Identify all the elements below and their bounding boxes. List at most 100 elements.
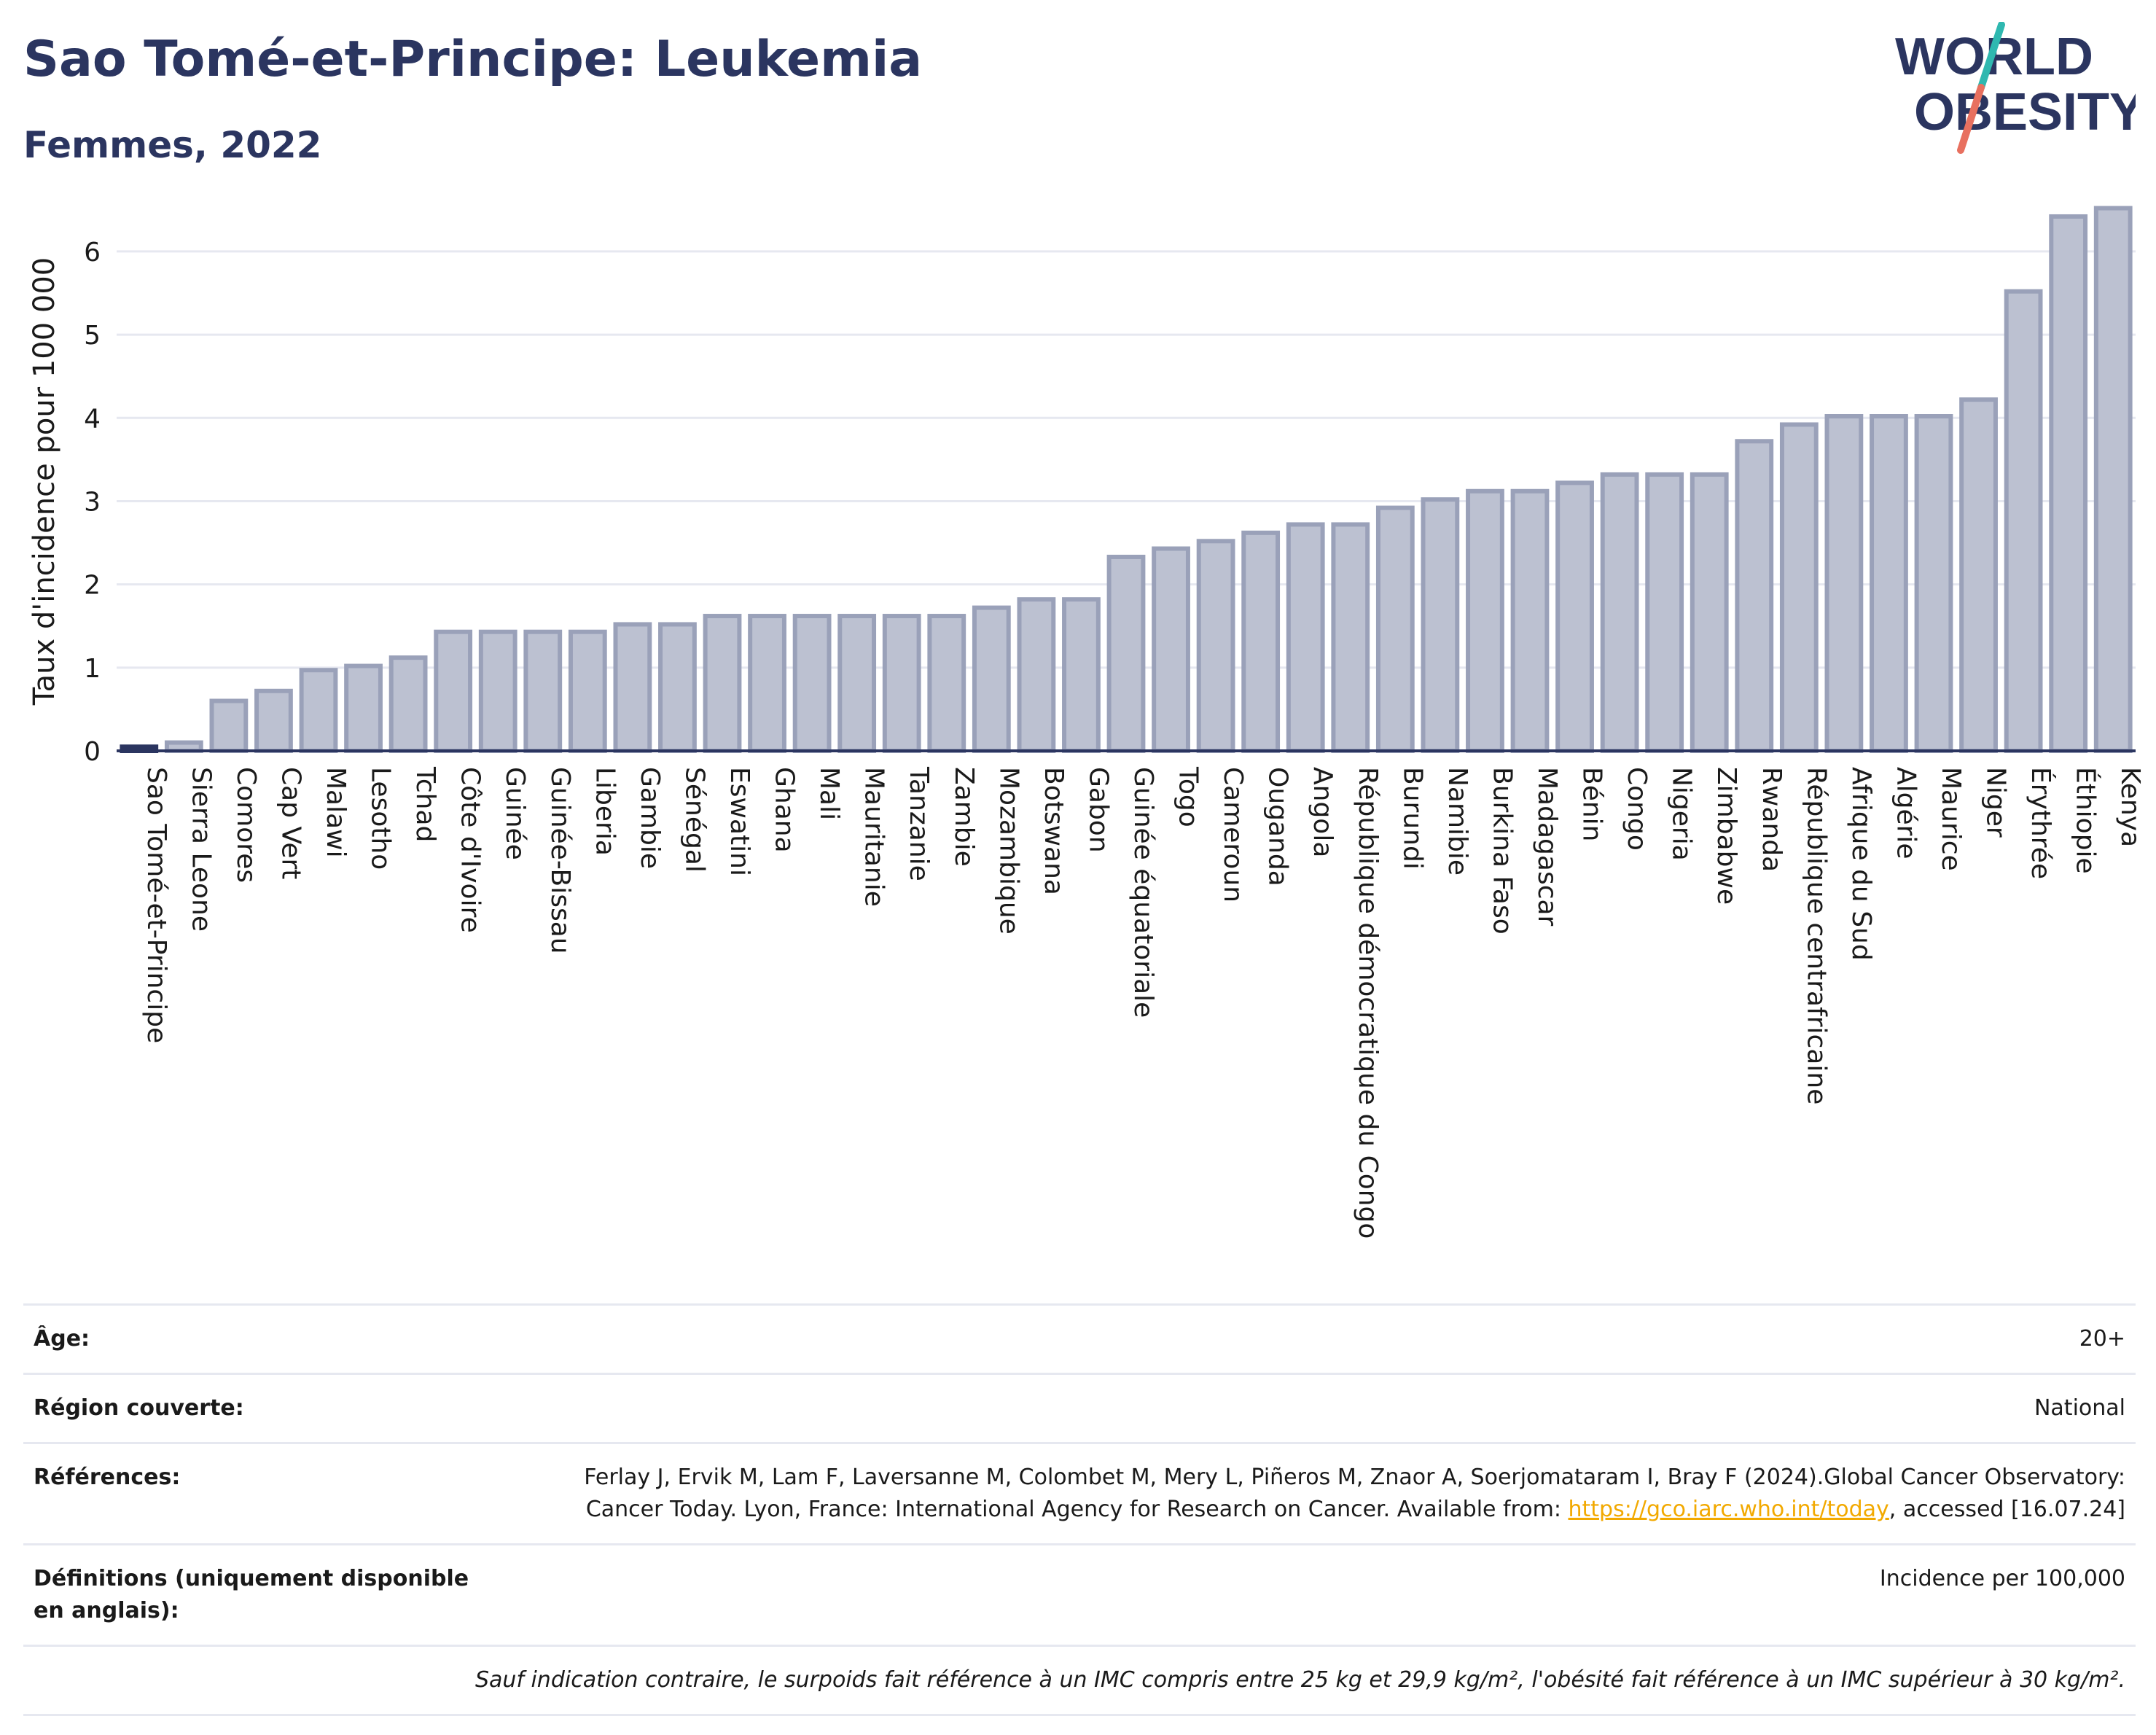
bar[interactable]	[209, 698, 249, 754]
chart-title: Sao Tomé-et-Principe: Leukemia	[23, 31, 923, 88]
bar[interactable]	[1241, 530, 1281, 754]
x-tick-label: Madagascar	[1532, 767, 1562, 927]
refs-text-2: , accessed [16.07.24]	[1889, 1497, 2125, 1522]
meta-age-label: Âge:	[23, 1303, 510, 1374]
bars	[120, 206, 2133, 754]
y-tick-label: 3	[84, 487, 101, 517]
meta-row-age: Âge: 20+	[23, 1303, 2136, 1374]
bar[interactable]	[882, 614, 921, 753]
x-tick-label: Sao Tomé-et-Principe	[141, 767, 171, 1043]
bar[interactable]	[1466, 488, 1504, 753]
bar[interactable]	[703, 614, 742, 753]
x-axis-ticks: Sao Tomé-et-Principe Sierra Leone Comores C…	[141, 766, 2145, 1239]
bar[interactable]	[1555, 480, 1594, 753]
bar[interactable]	[344, 663, 383, 753]
bar[interactable]	[1106, 554, 1146, 754]
y-axis-ticks: 0 1 2 3 4 5 6	[84, 238, 101, 767]
bar[interactable]	[254, 688, 293, 753]
x-tick-label: Kenya	[2115, 767, 2145, 847]
bar[interactable]	[837, 614, 877, 753]
logo-obesity-text: OBESITY	[1914, 83, 2136, 141]
bar[interactable]	[523, 629, 563, 753]
bar[interactable]	[434, 629, 473, 753]
metadata-table: Âge: 20+ Région couverte: National Référ…	[23, 1303, 2136, 1716]
bar[interactable]	[1421, 497, 1460, 753]
meta-defs-label: Définitions (uniquement disponible en an…	[23, 1543, 510, 1646]
bar[interactable]	[792, 614, 832, 753]
refs-link[interactable]: https://gco.iarc.who.int/today	[1568, 1497, 1889, 1522]
bar[interactable]	[613, 622, 652, 753]
x-tick-label: Togo	[1173, 766, 1203, 827]
x-tick-label: Gambie	[635, 767, 665, 869]
bar[interactable]	[972, 605, 1011, 753]
y-axis-label: Taux d'incidence pour 100 000	[28, 257, 61, 706]
bar[interactable]	[1824, 414, 1864, 753]
y-tick-label: 1	[84, 654, 101, 684]
meta-row-region: Région couverte: National	[23, 1373, 2136, 1443]
meta-defs-value: Incidence per 100,000	[510, 1543, 2136, 1646]
x-tick-label: Liberia	[590, 767, 620, 856]
x-tick-label: Mauritanie	[859, 767, 889, 907]
x-tick-label: Burundi	[1397, 767, 1427, 870]
bar[interactable]	[388, 655, 428, 753]
meta-age-value: 20+	[510, 1303, 2136, 1374]
x-tick-label: Eswatini	[724, 767, 754, 876]
bar[interactable]	[1017, 597, 1056, 753]
bar[interactable]	[1959, 397, 1998, 753]
bar[interactable]	[2004, 289, 2043, 754]
bar[interactable]	[568, 629, 607, 753]
bar[interactable]	[1331, 522, 1370, 754]
bar[interactable]	[748, 614, 786, 753]
x-tick-label: Ouganda	[1263, 767, 1293, 886]
x-tick-label: Rwanda	[1757, 767, 1786, 872]
meta-row-references: Références: Ferlay J, Ervik M, Lam F, La…	[23, 1442, 2136, 1545]
x-tick-label: Gabon	[1083, 767, 1113, 853]
x-tick-label: Congo	[1622, 767, 1652, 851]
x-tick-label: Érythrée	[2026, 767, 2056, 879]
bar[interactable]	[1600, 472, 1639, 753]
x-tick-label: Namibie	[1442, 767, 1472, 876]
bar-chart: 0 1 2 3 4 5 6 Sao Tomé-et-Principe Sierra Leone…	[28, 206, 2145, 1239]
bar[interactable]	[927, 614, 966, 753]
bar[interactable]	[1062, 597, 1101, 753]
bar[interactable]	[1375, 505, 1415, 753]
x-tick-label: Comores	[231, 767, 261, 883]
bar[interactable]	[1779, 422, 1819, 753]
bar[interactable]	[1645, 472, 1684, 753]
x-tick-label: Sénégal	[679, 767, 709, 873]
meta-refs-value: Ferlay J, Ervik M, Lam F, Laversanne M, …	[510, 1442, 2136, 1545]
meta-row-note: Sauf indication contraire, le surpoids f…	[23, 1645, 2136, 1716]
bar[interactable]	[1735, 439, 1774, 753]
x-tick-label: Algérie	[1891, 767, 1921, 859]
bar[interactable]	[1286, 522, 1325, 754]
x-tick-label: République démocratique du Congo	[1353, 767, 1383, 1239]
bar[interactable]	[1196, 539, 1235, 754]
x-tick-label: Côte d'Ivoire	[456, 767, 485, 933]
bar[interactable]	[658, 622, 697, 753]
bar[interactable]	[2093, 206, 2133, 753]
x-tick-label: Afrique du Sud	[1846, 767, 1876, 961]
x-tick-label: Cameroun	[1218, 767, 1248, 902]
bar[interactable]	[1914, 414, 1953, 753]
bar[interactable]	[1690, 472, 1729, 753]
x-tick-label: Mali	[814, 767, 844, 820]
bar[interactable]	[1870, 414, 1908, 753]
x-tick-label: Sierra Leone	[186, 767, 216, 932]
x-tick-label: Cap Vert	[276, 767, 305, 879]
y-tick-label: 4	[84, 404, 101, 434]
x-tick-label: Zimbabwe	[1711, 767, 1741, 905]
bar[interactable]	[478, 629, 517, 753]
bar[interactable]	[299, 668, 338, 754]
x-tick-label: Éthiopie	[2071, 767, 2101, 874]
bar[interactable]	[1510, 488, 1550, 753]
x-tick-label: Angola	[1308, 767, 1337, 857]
meta-note: Sauf indication contraire, le surpoids f…	[23, 1645, 2136, 1716]
logo-slash-teal	[1977, 22, 2005, 91]
bar[interactable]	[1152, 546, 1190, 754]
bar[interactable]	[2049, 214, 2088, 753]
x-tick-label: République centrafricaine	[1801, 767, 1831, 1104]
x-tick-label: Maurice	[1936, 767, 1966, 871]
meta-region-label: Région couverte:	[23, 1373, 510, 1443]
x-tick-label: Guinée équatoriale	[1128, 767, 1158, 1018]
y-tick-label: 2	[84, 571, 101, 601]
